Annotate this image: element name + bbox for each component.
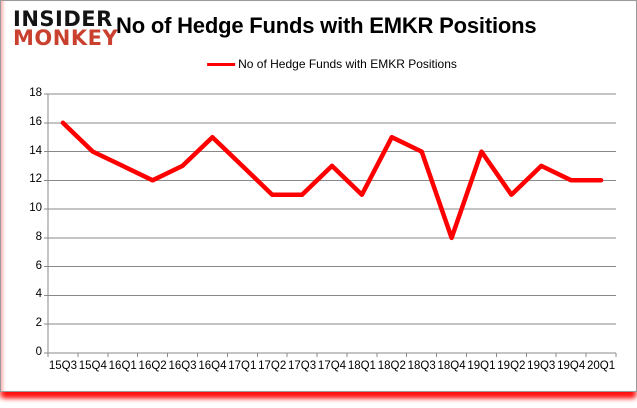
x-axis-tick-label: 18Q1	[347, 360, 376, 372]
chart-title: No of Hedge Funds with EMKR Positions	[116, 13, 537, 38]
x-axis-tick-label: 17Q1	[228, 360, 257, 372]
x-axis-tick-label: 16Q2	[138, 360, 167, 372]
x-axis-tick-label: 20Q1	[586, 360, 616, 372]
y-axis-tick-label: 0	[35, 346, 42, 358]
series-line	[60, 120, 604, 241]
logo-text-monkey: MONKEY	[13, 26, 119, 51]
x-axis-tick-label: 17Q2	[258, 360, 287, 372]
legend: No of Hedge Funds with EMKR Positions	[207, 57, 457, 71]
x-axis-tick-label: 16Q1	[108, 360, 137, 372]
x-axis-tick-label: 17Q3	[288, 360, 317, 372]
y-axis-tick-label: 16	[29, 115, 42, 128]
chart-container: INSIDER MONKEY No of Hedge Funds with EM…	[0, 0, 637, 392]
x-axis-tick-label: 18Q2	[377, 360, 406, 372]
legend-series-label: No of Hedge Funds with EMKR Positions	[238, 57, 457, 71]
x-axis-tick-label: 18Q3	[407, 360, 436, 372]
x-axis-tick-label: 19Q4	[557, 360, 586, 372]
x-axis-tick-label: 19Q2	[497, 360, 526, 372]
x-axis-tick-label: 15Q3	[48, 360, 77, 372]
y-axis-tick-label: 12	[29, 173, 42, 186]
y-axis-tick-label: 2	[35, 317, 42, 330]
x-axis-tick-label: 19Q1	[467, 360, 496, 372]
y-axis-tick-label: 4	[35, 288, 42, 301]
x-axis-tick-label: 16Q4	[198, 360, 227, 372]
x-axis-tick-label: 15Q4	[78, 360, 107, 372]
x-axis-tick-label: 16Q3	[168, 360, 197, 372]
y-axis-tick-label: 14	[29, 144, 42, 157]
x-axis-tick-label: 17Q4	[317, 360, 347, 372]
y-axis-tick-label: 10	[29, 202, 42, 215]
legend-line-swatch	[207, 62, 236, 66]
x-axis-tick-label: 18Q4	[437, 360, 466, 372]
line-chart-plot	[44, 93, 617, 357]
y-axis-tick-label: 6	[35, 259, 42, 272]
x-axis-tick-label: 19Q3	[527, 360, 556, 372]
y-axis-tick-label: 18	[29, 87, 42, 99]
insider-monkey-logo: INSIDER MONKEY	[13, 6, 119, 51]
y-axis-tick-label: 8	[35, 230, 42, 243]
logo-text-insider: INSIDER	[13, 6, 113, 32]
